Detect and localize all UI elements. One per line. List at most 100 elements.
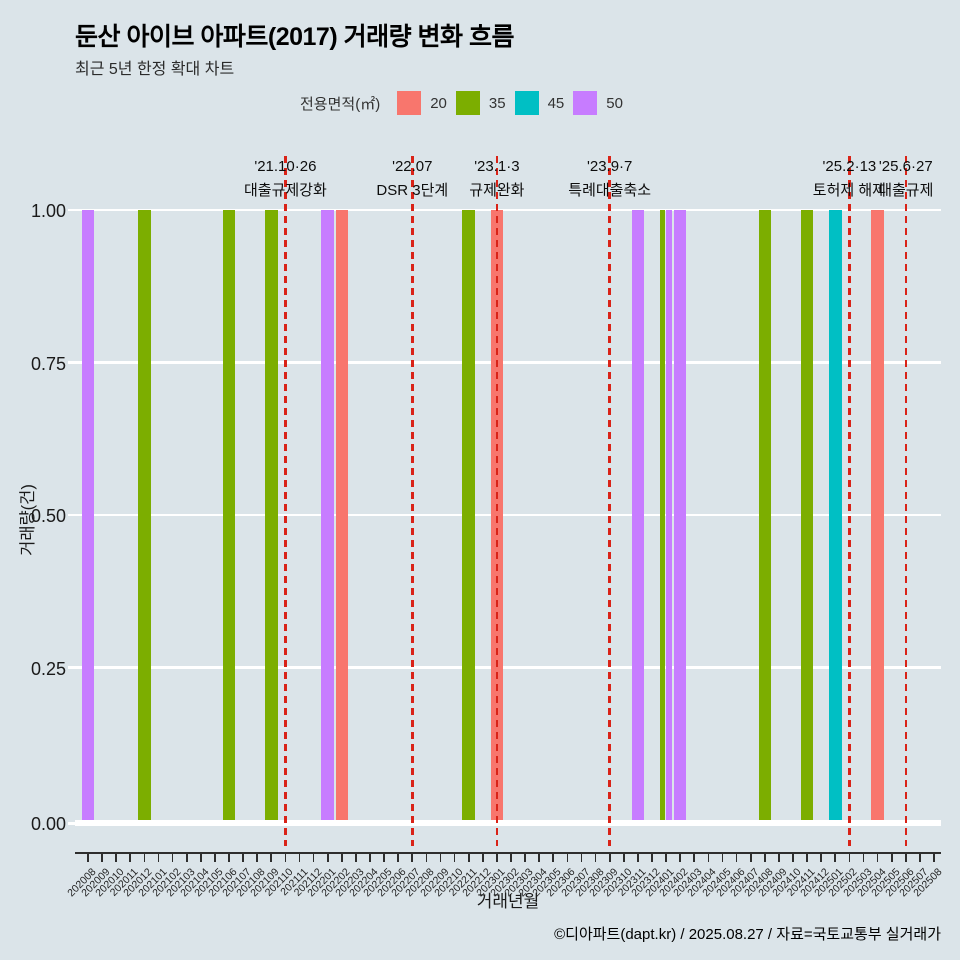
y-tick-label: 0.50 <box>30 506 66 526</box>
x-tick-mark <box>707 854 710 862</box>
bar-202311-area50 <box>631 210 645 820</box>
x-tick-mark <box>185 854 188 862</box>
x-tick-mark <box>496 854 498 862</box>
x-tick-mark <box>143 854 146 862</box>
x-tick-mark <box>693 854 696 862</box>
x-tick-mark <box>369 854 371 862</box>
bar-202411-area35 <box>800 210 814 820</box>
event-date: '25.2·13 <box>822 158 877 175</box>
bar-202211-area35 <box>462 210 475 820</box>
x-baseline <box>75 820 941 826</box>
chart-subtitle: 최근 5년 한정 확대 차트 <box>75 61 235 78</box>
x-tick-mark <box>312 854 315 862</box>
x-tick-mark <box>622 854 625 862</box>
x-tick-mark <box>608 854 611 862</box>
event-label: DSR 3단계 <box>376 182 449 199</box>
event-line-202207 <box>411 156 414 846</box>
y-tick <box>68 361 75 364</box>
legend-items: 20 35 45 50 <box>388 91 623 115</box>
bar-202012-area35 <box>138 210 151 820</box>
legend-title: 전용면적(㎡) <box>300 95 381 113</box>
x-tick-mark <box>199 854 202 862</box>
y-tick <box>68 208 75 212</box>
legend: 전용면적(㎡) 20 35 45 50 <box>300 90 623 116</box>
event-date: '21.10·26 <box>254 158 317 175</box>
y-tick <box>68 666 75 669</box>
event-label: 특례대출축소 <box>568 182 652 199</box>
x-tick-mark <box>397 854 400 862</box>
x-tick-mark <box>904 854 907 862</box>
y-gridline <box>75 666 941 669</box>
event-line-202309 <box>608 156 611 846</box>
x-tick-mark <box>848 854 851 862</box>
x-tick-mark <box>552 854 555 862</box>
bar-202504-area20 <box>871 210 884 820</box>
x-tick-mark <box>101 854 103 862</box>
x-tick-mark <box>679 854 682 862</box>
x-tick-mark <box>721 854 724 862</box>
x-axis-title: 거래년월 <box>476 892 540 911</box>
x-tick-mark <box>524 854 526 862</box>
legend-item-20: 20 <box>397 91 447 115</box>
legend-label: 50 <box>606 94 623 112</box>
x-tick-mark <box>481 854 484 862</box>
x-tick-mark <box>566 854 569 862</box>
x-tick-mark <box>256 854 259 862</box>
y-tick-label: 0.75 <box>30 353 66 374</box>
y-tick-label: 0.00 <box>30 814 66 834</box>
x-tick-mark <box>862 854 865 862</box>
x-tick-mark <box>763 854 766 862</box>
x-tick-mark <box>270 854 273 862</box>
bar-202402-area50 <box>673 210 687 820</box>
x-tick-mark <box>284 854 287 862</box>
bar-202106-area35 <box>222 210 236 820</box>
legend-label: 20 <box>430 94 447 112</box>
event-date: '23.1·3 <box>474 158 520 175</box>
bar-202202-area20 <box>335 210 349 820</box>
x-tick-mark <box>157 854 160 862</box>
x-tick-mark <box>340 854 343 862</box>
x-tick-mark <box>242 854 244 862</box>
x-tick-mark <box>834 854 837 862</box>
x-tick-mark <box>538 854 541 862</box>
x-tick-mark <box>580 854 583 862</box>
x-tick-mark <box>298 854 301 862</box>
legend-item-45: 45 <box>514 91 564 115</box>
legend-label: 35 <box>488 94 506 112</box>
x-tick-mark <box>651 854 653 862</box>
x-tick-mark <box>876 854 879 862</box>
bar-202408-area35 <box>758 210 772 820</box>
x-tick-mark <box>171 854 174 862</box>
legend-swatch-50 <box>573 91 598 115</box>
x-tick-mark <box>228 854 230 862</box>
bar-202109-area35 <box>265 210 278 820</box>
y-tick <box>68 822 75 825</box>
x-tick-mark <box>735 854 738 862</box>
chart-title: 둔산 아이브 아파트(2017) 거래량 변화 흐름 <box>75 23 515 51</box>
x-tick-mark <box>919 854 921 862</box>
event-label: 규제완화 <box>469 182 525 199</box>
event-date: '25.6·27 <box>878 158 933 175</box>
x-tick-mark <box>749 854 752 862</box>
y-tick-label: 1.00 <box>30 201 66 221</box>
event-line-202506 <box>904 156 908 846</box>
x-tick-mark <box>806 854 808 862</box>
event-date: '22.07 <box>392 158 433 175</box>
x-tick-mark <box>411 854 414 862</box>
legend-swatch-45 <box>514 91 539 115</box>
x-tick-mark <box>820 854 823 862</box>
x-tick-mark <box>453 854 456 862</box>
x-tick-mark <box>467 854 470 862</box>
event-line-202110 <box>284 156 287 846</box>
event-line-202502 <box>848 156 851 846</box>
event-label: 대출규제 <box>878 182 934 199</box>
x-tick-mark <box>115 854 118 862</box>
y-gridline <box>75 361 941 364</box>
bar-202008-area50 <box>81 210 95 820</box>
x-axis-line <box>75 852 941 854</box>
x-tick-mark <box>439 854 442 862</box>
legend-item-35: 35 <box>455 91 506 115</box>
event-label: 대출규제강화 <box>243 182 327 199</box>
x-tick-mark <box>594 854 597 862</box>
